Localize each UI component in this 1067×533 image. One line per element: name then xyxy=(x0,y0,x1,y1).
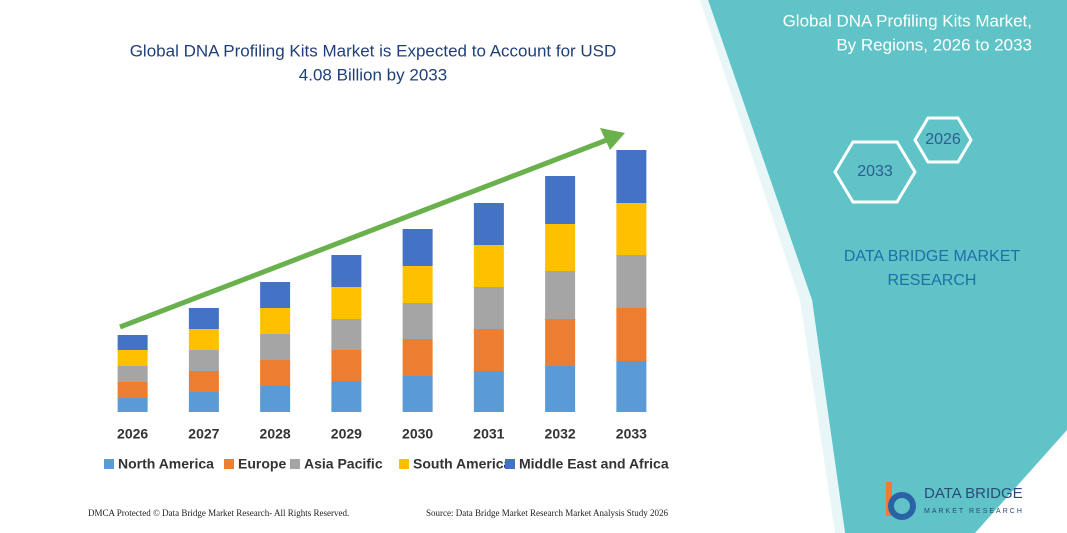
chart-title: Global DNA Profiling Kits Market is Expe… xyxy=(130,41,617,60)
chart-title: 4.08 Billion by 2033 xyxy=(299,65,447,84)
brand-text: RESEARCH xyxy=(888,272,977,289)
bar-segment xyxy=(331,381,362,412)
logo-subtext: MARKET RESEARCH xyxy=(924,508,1024,515)
x-tick-label: 2026 xyxy=(117,426,148,442)
bar-segment xyxy=(260,308,291,334)
x-tick-label: 2032 xyxy=(545,426,576,442)
bar-segment xyxy=(616,361,647,412)
bar-segment xyxy=(402,339,433,376)
bar-segment xyxy=(545,224,576,271)
legend-label: North America xyxy=(118,456,214,472)
legend-label: Asia Pacific xyxy=(304,456,383,472)
bar-segment xyxy=(117,382,148,398)
x-tick-label: 2030 xyxy=(402,426,433,442)
trend-arrow xyxy=(119,135,613,330)
x-tick-label: 2031 xyxy=(473,426,504,442)
bar-segment xyxy=(331,255,362,287)
footer-left: DMCA Protected © Data Bridge Market Rese… xyxy=(88,508,349,518)
bar-segment xyxy=(473,371,504,412)
legend-swatch xyxy=(399,459,409,469)
hexagon xyxy=(833,140,917,204)
x-tick-label: 2033 xyxy=(616,426,647,442)
legend-swatch xyxy=(104,459,114,469)
bar-segment xyxy=(545,176,576,224)
panel-title: By Regions, 2026 to 2033 xyxy=(836,35,1032,54)
bar-segment xyxy=(260,360,291,386)
bar-segment xyxy=(402,229,433,266)
bar-segment xyxy=(616,308,647,361)
legend-label: South America xyxy=(413,456,511,472)
bar-segment xyxy=(331,350,362,381)
bar-segment xyxy=(402,376,433,412)
bar-segment xyxy=(188,308,219,329)
logo-mark xyxy=(888,492,916,520)
bar-segment xyxy=(260,334,291,360)
arrow-head xyxy=(600,128,625,150)
hexagon xyxy=(913,116,973,164)
bar-segment xyxy=(188,392,219,412)
hexagon-label: 2033 xyxy=(857,163,893,180)
bar-segment xyxy=(331,287,362,319)
bar-segment xyxy=(545,319,576,366)
brand-text: DATA BRIDGE MARKET xyxy=(844,248,1021,265)
bar-segment xyxy=(616,255,647,308)
panel-edge xyxy=(700,0,845,533)
logo: DATA BRIDGE MARKET RESEARCH xyxy=(886,482,1024,520)
hexagon-label: 2026 xyxy=(925,131,961,148)
logo-mark xyxy=(886,482,892,516)
bar-segment xyxy=(402,303,433,339)
x-tick-label: 2029 xyxy=(331,426,362,442)
bar-segment xyxy=(473,203,504,245)
side-panel xyxy=(708,0,1067,533)
legend-swatch xyxy=(224,459,234,469)
panel-title: Global DNA Profiling Kits Market, xyxy=(783,11,1032,30)
bar-segment xyxy=(260,282,291,308)
bar-segment xyxy=(545,271,576,319)
legend-label: Middle East and Africa xyxy=(519,456,669,472)
plot: 2026 2027 2028 2029 2030 2031 2032 2033 North Am… xyxy=(104,150,669,472)
bar-segment xyxy=(117,335,148,350)
bar-segment xyxy=(188,371,219,392)
bar-segment xyxy=(188,329,219,350)
legend-label: Europe xyxy=(238,456,286,472)
bar-segment xyxy=(117,366,148,382)
bar-segment xyxy=(473,329,504,371)
bar-segment xyxy=(545,366,576,412)
bar-segment xyxy=(188,350,219,371)
bar-segment xyxy=(117,398,148,412)
legend-swatch xyxy=(505,459,515,469)
bar-segment xyxy=(402,266,433,303)
bar-segment xyxy=(117,350,148,366)
x-tick-label: 2027 xyxy=(188,426,219,442)
x-tick-label: 2028 xyxy=(260,426,291,442)
legend-swatch xyxy=(290,459,300,469)
bar-segment xyxy=(616,150,647,203)
bar-segment xyxy=(616,203,647,255)
logo-text: DATA BRIDGE xyxy=(924,485,1023,502)
bar-segment xyxy=(260,386,291,412)
footer-right: Source: Data Bridge Market Research Mark… xyxy=(426,508,668,518)
bar-segment xyxy=(473,245,504,287)
bar-segment xyxy=(331,319,362,350)
bar-segment xyxy=(473,287,504,329)
